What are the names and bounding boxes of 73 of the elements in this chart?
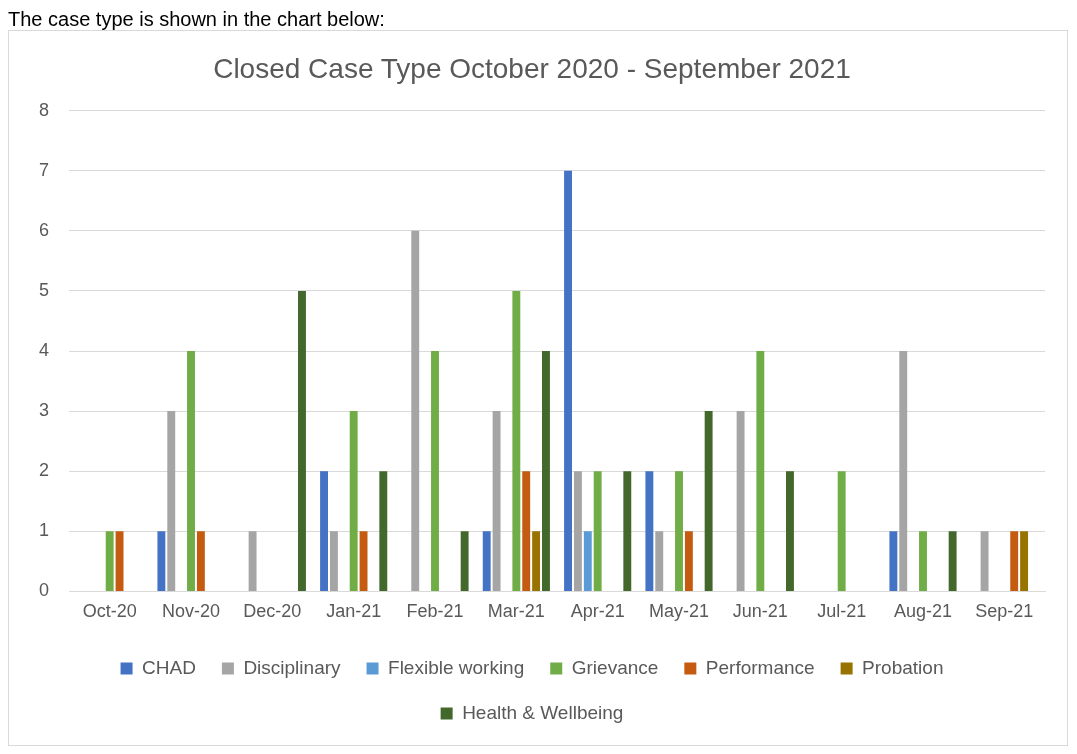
bar <box>105 531 114 591</box>
bar <box>899 351 908 591</box>
y-tick-label: 2 <box>39 460 50 481</box>
legend-label: Performance <box>705 656 815 678</box>
bar <box>482 531 491 591</box>
bar <box>431 351 439 591</box>
x-tick-label: Dec-20 <box>243 601 302 622</box>
bar <box>573 471 582 591</box>
bar <box>736 411 745 591</box>
bar <box>583 531 592 591</box>
bar <box>157 531 166 591</box>
bar <box>704 411 713 591</box>
bar <box>756 351 765 591</box>
bar <box>655 531 664 591</box>
legend-label: CHAD <box>142 656 196 678</box>
bar <box>542 351 550 591</box>
bar <box>837 471 846 591</box>
text: The case type is shown in the chart below: <box>8 8 386 30</box>
bar <box>1020 531 1029 591</box>
legend-label: Grievance <box>571 656 659 678</box>
x-tick-label: Oct-20 <box>82 601 137 622</box>
bar <box>645 471 654 591</box>
bar <box>320 471 328 591</box>
bar <box>460 531 469 591</box>
bar <box>919 531 927 591</box>
bar <box>786 471 794 591</box>
bar <box>980 531 989 591</box>
bar <box>512 290 521 591</box>
x-tick-label: Mar-21 <box>487 601 545 622</box>
x-tick-label: Aug-21 <box>893 601 953 622</box>
bar <box>532 531 541 591</box>
bar <box>492 411 501 591</box>
bar <box>115 531 124 591</box>
bar <box>1010 531 1019 591</box>
x-tick-label: Sep-21 <box>975 601 1034 622</box>
x-tick-label: Jun-21 <box>732 601 788 622</box>
bar <box>564 170 572 591</box>
bar <box>593 471 602 591</box>
y-tick-label: 5 <box>39 279 50 300</box>
bar <box>349 411 358 591</box>
bar <box>167 411 176 591</box>
y-tick-label: 7 <box>39 159 50 180</box>
bar <box>298 290 306 591</box>
y-tick-label: 1 <box>39 520 50 541</box>
bar <box>248 531 257 591</box>
bar <box>379 471 388 591</box>
bar <box>889 531 898 591</box>
bar <box>522 471 531 591</box>
x-tick-label: Jan-21 <box>326 601 382 622</box>
x-tick-label: Nov-20 <box>161 601 221 622</box>
legend-label: Disciplinary <box>243 656 342 678</box>
bar <box>359 531 368 591</box>
y-tick-label: 6 <box>39 219 50 240</box>
bar <box>675 471 683 591</box>
bar <box>329 531 338 591</box>
bar <box>411 230 420 591</box>
bar <box>948 531 957 591</box>
legend-label: Probation <box>862 656 944 678</box>
y-tick-label: 3 <box>39 400 50 421</box>
bar <box>196 531 205 591</box>
x-tick-label: Apr-21 <box>570 601 625 622</box>
x-tick-label: Feb-21 <box>406 601 464 622</box>
bar <box>684 531 693 591</box>
y-tick-label: 8 <box>39 99 50 120</box>
x-tick-label: Jul-21 <box>817 601 867 622</box>
y-tick-label: 0 <box>39 580 50 601</box>
x-tick-label: May-21 <box>648 601 710 622</box>
y-tick-label: 4 <box>39 339 50 360</box>
bar <box>623 471 632 591</box>
legend-label: Flexible working <box>388 656 525 678</box>
legend-label: Health & Wellbeing <box>462 701 624 723</box>
chart-title: Closed Case Type October 2020 - September 2021 <box>213 52 851 84</box>
bar <box>187 351 195 591</box>
